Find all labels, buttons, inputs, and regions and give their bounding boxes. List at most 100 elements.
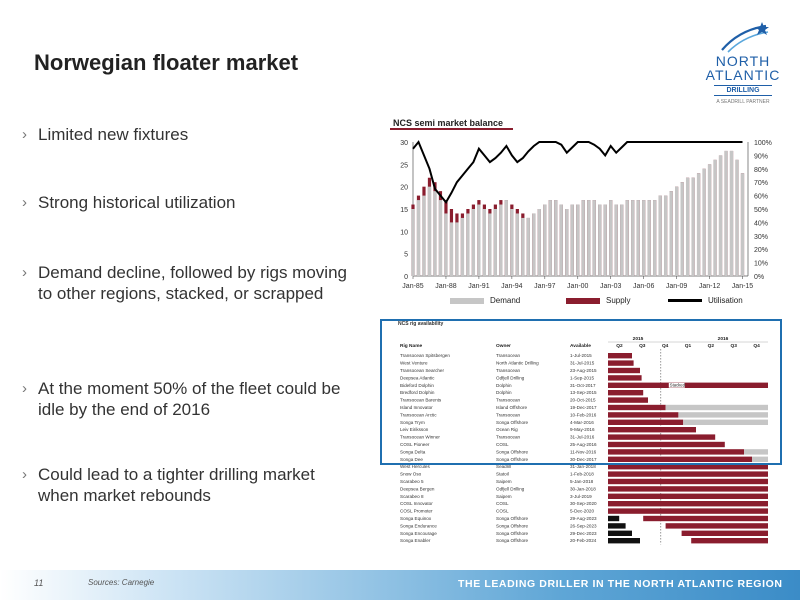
rig-name: Bredford Dolphin [400, 390, 435, 395]
rig-owner: Saipem [496, 479, 512, 484]
demand-bar [576, 204, 580, 276]
rig-name: Songa Trym [400, 420, 425, 425]
supply-bar [691, 177, 695, 276]
gantt-bar-black [608, 523, 626, 529]
supply-bar [499, 200, 503, 276]
supply-bar [422, 186, 426, 276]
y2-tick-label: 50% [754, 207, 768, 214]
demand-bar [669, 191, 673, 276]
demand-bar [680, 182, 684, 276]
y2-tick-label: 80% [754, 167, 768, 174]
rig-name: COSL Pioneer [400, 442, 430, 447]
x-tick-label: Jan-94 [501, 283, 523, 290]
supply-bar [636, 200, 640, 276]
demand-bar [559, 204, 563, 276]
supply-bar [488, 209, 492, 276]
demand-bar [718, 155, 723, 276]
rig-available: 10-Feb-2016 [570, 412, 597, 417]
rig-owner: COSL [496, 442, 509, 447]
rig-owner: Transocean [496, 412, 521, 417]
rig-available: 20-Feb-2024 [570, 538, 597, 543]
demand-bar [427, 186, 432, 276]
demand-bar [554, 200, 558, 276]
demand-bar [724, 150, 728, 276]
year-label: 2015 [633, 336, 644, 342]
rig-name: Deepsea Bergen [400, 486, 435, 491]
supply-bar [713, 159, 717, 276]
supply-bar [609, 200, 613, 276]
demand-bar [713, 159, 717, 276]
rig-owner: North Atlantic Drilling [496, 361, 539, 366]
rig-available: 26-Sep-2023 [570, 523, 597, 528]
quarter-label: Q1 [685, 343, 692, 349]
legend-swatch-supply [566, 297, 600, 304]
logo-line-3: DRILLING [714, 85, 772, 96]
slide-title: Norwegian floater market [34, 50, 299, 75]
supply-bar [702, 168, 706, 276]
gantt-bar [608, 464, 768, 470]
supply-bar [592, 200, 596, 276]
demand-bar [702, 168, 706, 276]
demand-bar [620, 204, 624, 276]
demand-bar [482, 209, 486, 276]
supply-bar [543, 204, 547, 276]
supply-bar [504, 200, 508, 276]
supply-bar [559, 204, 563, 276]
rig-name: Deepsea Atlantic [400, 375, 435, 380]
rig-owner: COSL [496, 509, 509, 514]
supply-bar [493, 204, 497, 276]
legend-label-utilisation: Utilisation [708, 296, 743, 305]
rig-name: Bideford Dolphin [400, 383, 434, 388]
y2-tick-label: 90% [754, 153, 768, 160]
gantt-bar [608, 419, 684, 425]
gantt-bar-black [608, 530, 632, 536]
rig-available: 29-Aug-2023 [570, 516, 597, 521]
quarter-label: Q3 [731, 343, 738, 349]
gantt-bar [608, 412, 679, 418]
supply-bar [642, 200, 646, 276]
x-tick-label: Jan-09 [666, 283, 688, 290]
gantt-bar [608, 353, 632, 359]
bullet-text: Strong historical utilization [38, 193, 236, 212]
table-header: Rig Name [400, 343, 422, 349]
rig-owner: Songa Offshore [496, 538, 529, 543]
footer-tagline: THE LEADING DRILLER IN THE NORTH ATLANTI… [458, 578, 783, 590]
supply-bar [526, 217, 530, 276]
demand-bar [636, 200, 640, 276]
x-tick-label: Jan-97 [534, 283, 556, 290]
rig-row: Songa Equinox Songa Offshore 29-Aug-2023 [400, 515, 768, 522]
rig-name: Songa Equinox [400, 516, 432, 521]
demand-bar [735, 159, 739, 276]
quarter-label: Q2 [616, 343, 623, 349]
supply-bar [653, 200, 657, 276]
demand-bar [411, 209, 415, 276]
x-tick-label: Jan-88 [435, 283, 457, 290]
rig-row: COSL Innovator COSL 30-Sep-2020 [400, 501, 768, 507]
demand-bar [598, 204, 602, 276]
rig-name: Transocean Winner [400, 435, 440, 440]
legend-swatch-demand [450, 297, 484, 304]
y2-tick-label: 70% [754, 180, 768, 187]
gantt-bar [665, 523, 768, 529]
chart-title-rule [390, 128, 513, 130]
rig-row: Scarabeo 5 Saipem 5-Jan-2018 [400, 478, 768, 485]
y-tick-label: 25 [400, 162, 408, 169]
rig-owner: Transocean [496, 435, 521, 440]
legend-swatch-utilisation [668, 299, 702, 303]
demand-bar [653, 200, 657, 276]
demand-bar [614, 204, 618, 276]
demand-bar [422, 195, 426, 276]
demand-bar [570, 204, 574, 276]
gantt-bar-grey [678, 412, 768, 418]
supply-bar [471, 204, 476, 276]
gantt-bar [608, 456, 752, 462]
gantt-bar [608, 404, 666, 411]
rig-owner: Songa Offshore [496, 457, 529, 462]
rig-name: Leiv Eiriksson [400, 427, 429, 432]
rig-name: Snow Oso [400, 472, 422, 477]
rig-name: Songa Delta [400, 449, 426, 454]
rig-name: West Venture [400, 361, 428, 366]
demand-bar [449, 222, 454, 276]
gantt-bar-label: Stacked [670, 383, 686, 388]
rig-name: Transocean Searcher [400, 368, 444, 373]
